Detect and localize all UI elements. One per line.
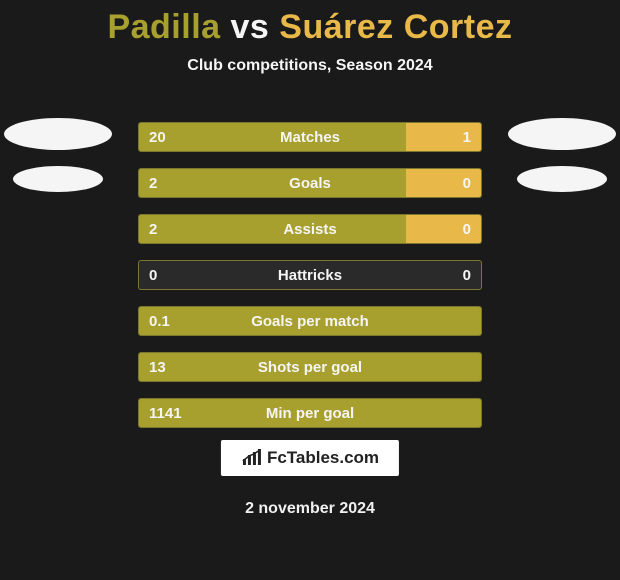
- stat-value-right: 1: [453, 123, 481, 151]
- date-label: 2 november 2024: [0, 500, 620, 518]
- stat-value-left: 13: [139, 353, 176, 381]
- player2-name: Suárez Cortez: [279, 8, 512, 46]
- stat-value-left: 2: [139, 215, 167, 243]
- stat-value-right: [461, 353, 481, 381]
- player1-photo-2: [13, 166, 103, 192]
- stat-bar-left: [139, 215, 406, 243]
- brand-text: FcTables.com: [267, 448, 379, 468]
- brand-badge[interactable]: FcTables.com: [221, 440, 399, 476]
- stat-value-right: 0: [453, 215, 481, 243]
- stat-value-right: 0: [453, 169, 481, 197]
- stat-row: 201Matches: [138, 122, 482, 152]
- stat-row: 0.1Goals per match: [138, 306, 482, 336]
- player1-photo-1: [4, 118, 112, 150]
- stat-bar-left: [139, 353, 481, 381]
- comparison-title: Padilla vs Suárez Cortez: [0, 0, 620, 47]
- stat-row: 1141Min per goal: [138, 398, 482, 428]
- stat-value-left: 20: [139, 123, 176, 151]
- player1-name: Padilla: [107, 8, 220, 46]
- stat-value-right: [461, 399, 481, 427]
- stat-bar-left: [139, 169, 406, 197]
- stat-value-left: 0: [139, 261, 167, 289]
- stat-value-left: 1141: [139, 399, 192, 427]
- stat-label: Hattricks: [139, 261, 481, 289]
- stat-row: 0 0Hattricks: [138, 260, 482, 290]
- stat-row: 13Shots per goal: [138, 352, 482, 382]
- stat-row: 20Goals: [138, 168, 482, 198]
- player2-photo-1: [508, 118, 616, 150]
- stat-value-left: 2: [139, 169, 167, 197]
- stat-value-right: 0: [453, 261, 481, 289]
- player2-photo-column: [507, 118, 617, 208]
- player2-photo-2: [517, 166, 607, 192]
- stat-value-right: [461, 307, 481, 335]
- subtitle: Club competitions, Season 2024: [0, 57, 620, 75]
- stat-row: 20Assists: [138, 214, 482, 244]
- chart-icon: [241, 449, 263, 467]
- stat-value-left: 0.1: [139, 307, 180, 335]
- stat-bar-left: [139, 307, 481, 335]
- stats-bar-chart: 201Matches20Goals20Assists00Hattricks0.1…: [138, 122, 482, 444]
- player1-photo-column: [3, 118, 113, 208]
- vs-separator: vs: [231, 8, 270, 46]
- stat-bar-left: [139, 123, 406, 151]
